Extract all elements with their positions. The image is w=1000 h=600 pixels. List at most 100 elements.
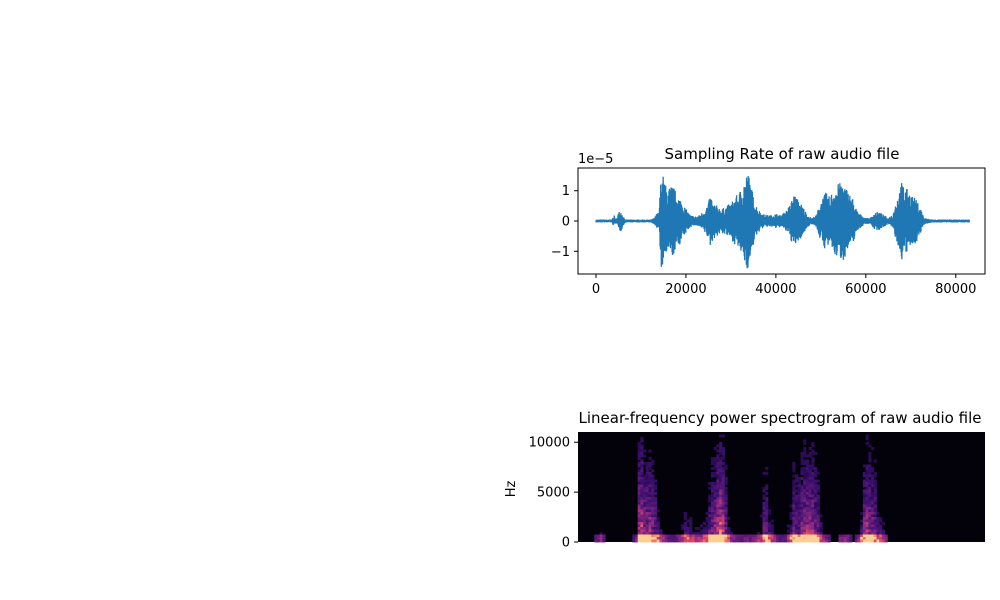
spectrogram-cell: [811, 510, 814, 513]
spectrogram-cell: [817, 487, 820, 490]
waveform-x-tick-label: 40000: [755, 282, 796, 297]
spectrogram-cell: [692, 532, 695, 535]
spectrogram-cell: [817, 527, 820, 530]
spectrogram-cell: [711, 502, 714, 505]
spectrogram-cell: [746, 535, 749, 538]
spectrogram-cell: [643, 527, 646, 530]
spectrogram-cell: [649, 477, 652, 480]
spectrogram-cell: [719, 482, 722, 485]
spectrogram-cell: [640, 520, 643, 523]
spectrogram-cell: [817, 515, 820, 518]
spectrogram-cell: [838, 535, 841, 538]
spectrogram-cell: [847, 540, 850, 543]
spectrogram-cell: [874, 522, 877, 525]
spectrogram-cell: [868, 460, 871, 463]
spectrogram-cell: [725, 507, 728, 510]
spectrogram-cell: [689, 530, 692, 533]
spectrogram-cell: [640, 497, 643, 500]
spectrogram-cell: [725, 500, 728, 503]
spectrogram-cell: [646, 485, 649, 488]
spectrogram-cell: [819, 532, 822, 535]
spectrogram-cell: [868, 457, 871, 460]
spectrogram-cell: [874, 512, 877, 515]
spectrogram-cell: [798, 540, 801, 543]
spectrogram-cell: [765, 467, 768, 470]
spectrogram-cell: [803, 540, 806, 543]
spectrogram-cell: [714, 535, 717, 538]
spectrogram-cell: [651, 460, 654, 463]
spectrogram-cell: [711, 492, 714, 495]
spectrogram-cell: [809, 495, 812, 498]
spectrogram-cell: [803, 452, 806, 455]
spectrogram-cell: [643, 492, 646, 495]
spectrogram-cell: [654, 535, 657, 538]
spectrogram-cell: [719, 467, 722, 470]
spectrogram-cell: [863, 505, 866, 508]
spectrogram-cell: [711, 475, 714, 478]
spectrogram-cell: [779, 535, 782, 538]
spectrogram-cell: [725, 520, 728, 523]
spectrogram-cell: [719, 517, 722, 520]
spectrogram-cell: [811, 512, 814, 515]
spectrogram-cell: [638, 457, 641, 460]
spectrogram-cell: [722, 482, 725, 485]
spectrogram-cell: [795, 480, 798, 483]
spectrogram-y-tick-label: 0: [562, 536, 570, 551]
spectrogram-cell: [814, 490, 817, 493]
spectrogram-cell: [646, 515, 649, 518]
spectrogram-cell: [811, 450, 814, 453]
spectrogram-cell: [746, 537, 749, 540]
spectrogram-cell: [711, 527, 714, 530]
spectrogram-cell: [687, 540, 690, 543]
spectrogram-cell: [806, 517, 809, 520]
spectrogram-cell: [722, 517, 725, 520]
spectrogram-cell: [725, 467, 728, 470]
spectrogram-cell: [800, 460, 803, 463]
spectrogram-cell: [871, 525, 874, 528]
spectrogram-cell: [649, 500, 652, 503]
spectrogram-cell: [817, 500, 820, 503]
spectrogram-cell: [600, 540, 603, 543]
spectrogram-cell: [700, 540, 703, 543]
spectrogram-cell: [800, 452, 803, 455]
spectrogram-cell: [646, 477, 649, 480]
spectrogram-title: Linear-frequency power spectrogram of ra…: [579, 409, 982, 427]
spectrogram-cell: [719, 487, 722, 490]
spectrogram-cell: [803, 492, 806, 495]
spectrogram-cell: [711, 540, 714, 543]
spectrogram-cell: [819, 540, 822, 543]
spectrogram-cell: [684, 517, 687, 520]
spectrogram-cell: [868, 467, 871, 470]
spectrogram-cell: [662, 537, 665, 540]
spectrogram-cell: [871, 447, 874, 450]
spectrogram-cell: [768, 527, 771, 530]
spectrogram-cell: [795, 532, 798, 535]
spectrogram-cell: [719, 490, 722, 493]
spectrogram-cell: [841, 535, 844, 538]
spectrogram-cell: [657, 510, 660, 513]
spectrogram-cell: [874, 497, 877, 500]
spectrogram-cell: [763, 505, 766, 508]
spectrogram-cell: [814, 537, 817, 540]
spectrogram-cell: [874, 482, 877, 485]
spectrogram-cell: [692, 540, 695, 543]
spectrogram-cell: [860, 520, 863, 523]
spectrogram-cell: [874, 507, 877, 510]
spectrogram-cell: [649, 465, 652, 468]
spectrogram-cell: [706, 517, 709, 520]
spectrogram-cell: [792, 530, 795, 533]
spectrogram-cell: [638, 522, 641, 525]
spectrogram-cell: [703, 522, 706, 525]
spectrogram-cell: [863, 517, 866, 520]
spectrogram-cell: [817, 497, 820, 500]
spectrogram-cell: [635, 535, 638, 538]
spectrogram-cell: [814, 485, 817, 488]
spectrogram-cell: [649, 525, 652, 528]
spectrogram-cell: [817, 517, 820, 520]
spectrogram-cell: [809, 455, 812, 458]
spectrogram-cell: [716, 462, 719, 465]
spectrogram-cell: [885, 537, 888, 540]
spectrogram-cell: [782, 540, 785, 543]
spectrogram-cell: [711, 490, 714, 493]
spectrogram-cell: [806, 525, 809, 528]
